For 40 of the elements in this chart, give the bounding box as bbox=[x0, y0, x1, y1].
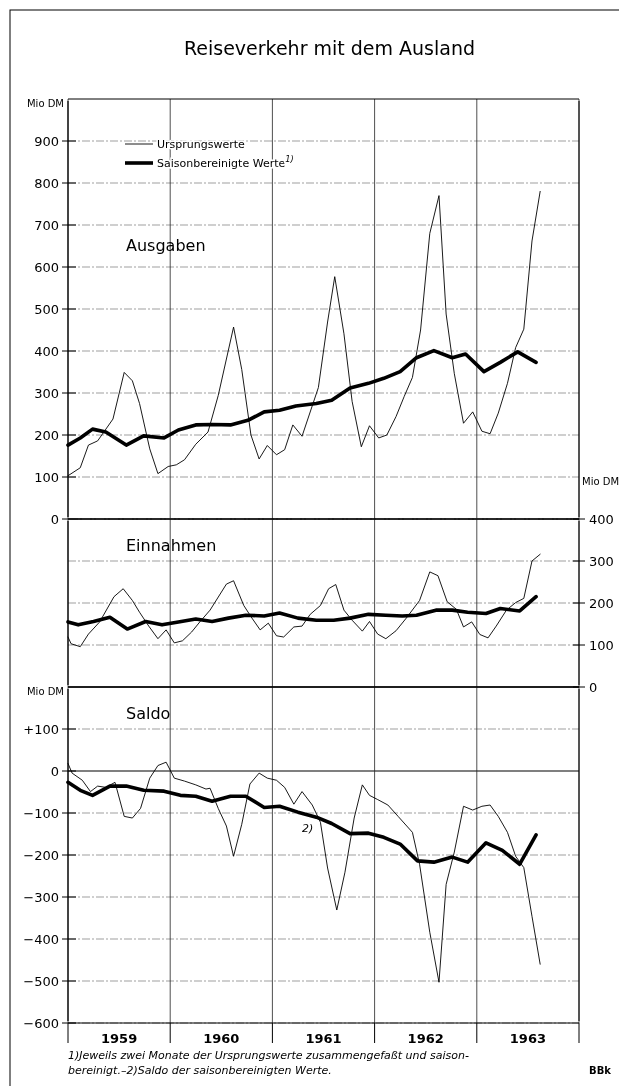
y-tick-label: −100 bbox=[23, 805, 59, 821]
y-tick-label: 0 bbox=[50, 511, 59, 527]
y-tick-label: 300 bbox=[34, 385, 59, 401]
x-tick-label: 1963 bbox=[509, 1031, 546, 1046]
y-tick-label: 700 bbox=[34, 217, 59, 233]
y2-tick-label: 0 bbox=[589, 679, 598, 695]
y2-tick-label: 300 bbox=[589, 553, 614, 569]
y-tick-label: 0 bbox=[50, 763, 59, 779]
y-tick-label: −600 bbox=[23, 1015, 59, 1031]
text: Saldo bbox=[126, 704, 171, 723]
text: bereinigt.–2)Saldo der saisonbereinigten Werte. bbox=[68, 1064, 332, 1077]
x-tick-label: 1962 bbox=[407, 1031, 444, 1046]
y-axis-title: Mio DM bbox=[26, 98, 64, 109]
y-tick-label: −300 bbox=[23, 889, 59, 905]
y2-tick-label: 400 bbox=[589, 511, 614, 527]
y-tick-label: −200 bbox=[23, 847, 59, 863]
y-tick-label: 900 bbox=[34, 133, 59, 149]
x-tick-label: 1959 bbox=[101, 1031, 138, 1046]
text: Ausgaben bbox=[126, 236, 206, 255]
y-tick-label: 500 bbox=[34, 301, 59, 317]
y-tick-label: 200 bbox=[34, 427, 59, 443]
chart-title: Reiseverkehr mit dem Ausland bbox=[183, 37, 476, 59]
legend-label: Ursprungswerte bbox=[157, 137, 246, 151]
y-tick-label: −500 bbox=[23, 973, 59, 989]
y-axis-title: Mio DM bbox=[26, 686, 64, 697]
text: BBk bbox=[589, 1065, 612, 1076]
y-tick-label: 400 bbox=[34, 343, 59, 359]
y-tick-label: 100 bbox=[34, 469, 59, 485]
y2-axis-title: Mio DM bbox=[582, 476, 619, 487]
text: Einnahmen bbox=[126, 536, 217, 555]
x-tick-label: 1960 bbox=[203, 1031, 240, 1046]
y-tick-label: 600 bbox=[34, 259, 59, 275]
y-tick-label: −400 bbox=[23, 931, 59, 947]
y2-tick-label: 200 bbox=[589, 595, 614, 611]
text: 1)Jeweils zwei Monate der Ursprungswerte zusammengefaßt und saison- bbox=[68, 1049, 469, 1062]
y-tick-label: +100 bbox=[23, 721, 59, 737]
annotation: 2) bbox=[301, 822, 314, 836]
y-tick-label: 800 bbox=[34, 175, 59, 191]
x-tick-label: 1961 bbox=[305, 1031, 342, 1046]
y2-tick-label: 100 bbox=[589, 637, 614, 653]
